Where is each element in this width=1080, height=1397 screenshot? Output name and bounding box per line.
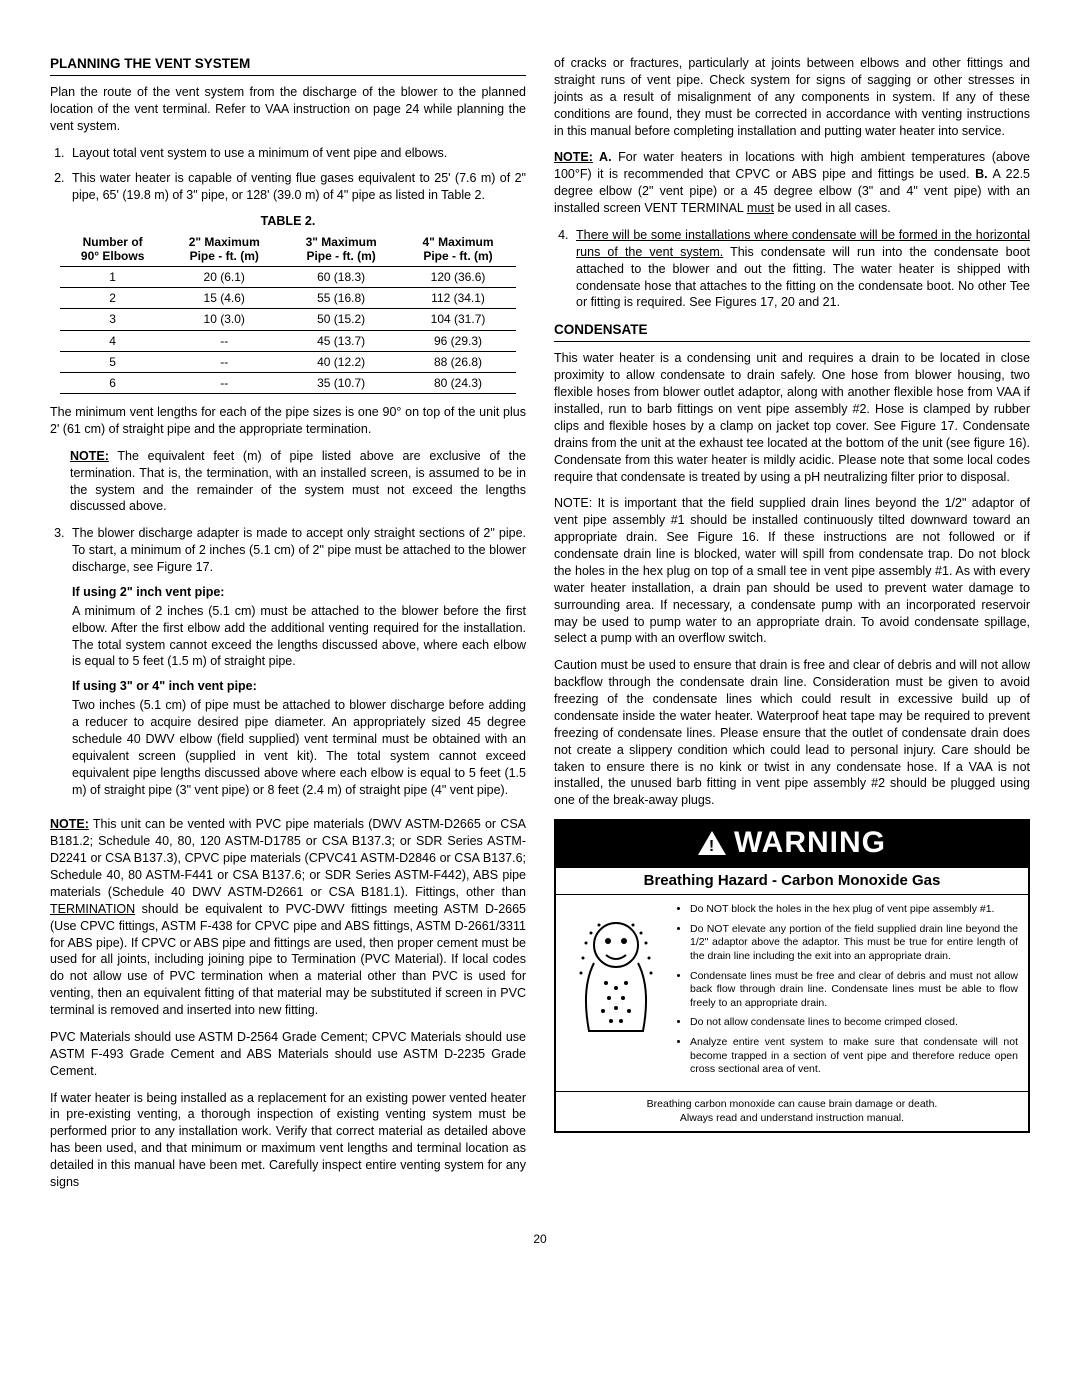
left-column: PLANNING THE VENT SYSTEM Plan the route … <box>50 55 526 1201</box>
paragraph: Caution must be used to ensure that drai… <box>554 657 1030 809</box>
table-row: 6--35 (10.7)80 (24.3) <box>60 372 517 393</box>
list-item: There will be some installations where c… <box>572 227 1030 311</box>
table-header: 2" MaximumPipe - ft. (m) <box>166 234 283 266</box>
warning-title: WARNING <box>734 823 886 864</box>
table-cell: -- <box>166 372 283 393</box>
table-cell: -- <box>166 351 283 372</box>
paragraph: This water heater is a condensing unit a… <box>554 350 1030 485</box>
table-cell: 6 <box>60 372 166 393</box>
table-cell: 88 (26.8) <box>400 351 517 372</box>
warning-triangle-icon <box>698 831 726 855</box>
table-row: 5--40 (12.2)88 (26.8) <box>60 351 517 372</box>
warning-subtitle: Breathing Hazard - Carbon Monoxide Gas <box>556 868 1028 895</box>
table-cell: 5 <box>60 351 166 372</box>
warning-box: WARNING Breathing Hazard - Carbon Monoxi… <box>554 819 1030 1133</box>
paragraph-continued: of cracks or fractures, particularly at … <box>554 55 1030 139</box>
table-cell: 55 (16.8) <box>283 288 400 309</box>
table-cell: 45 (13.7) <box>283 330 400 351</box>
warning-body: Do NOT block the holes in the hex plug o… <box>556 895 1028 1092</box>
breathing-hazard-icon <box>566 903 666 1083</box>
table-cell: 80 (24.3) <box>400 372 517 393</box>
section-heading-planning: PLANNING THE VENT SYSTEM <box>50 55 526 76</box>
table-cell: 1 <box>60 266 166 287</box>
planning-list-cont2: There will be some installations where c… <box>554 227 1030 311</box>
planning-list-cont: The blower discharge adapter is made to … <box>50 525 526 798</box>
note-materials: NOTE: This unit can be vented with PVC p… <box>50 816 526 1019</box>
page-columns: PLANNING THE VENT SYSTEM Plan the route … <box>50 55 1030 1201</box>
table-row: 215 (4.6)55 (16.8)112 (34.1) <box>60 288 517 309</box>
warning-bullet: Do not allow condensate lines to become … <box>690 1016 1018 1030</box>
note-label: NOTE: <box>70 449 109 463</box>
list-item: The blower discharge adapter is made to … <box>68 525 526 798</box>
warning-footer: Breathing carbon monoxide can cause brai… <box>556 1092 1028 1131</box>
page-number: 20 <box>50 1231 1030 1247</box>
warning-bullet: Do NOT block the holes in the hex plug o… <box>690 903 1018 917</box>
table-cell: 60 (18.3) <box>283 266 400 287</box>
paragraph: The minimum vent lengths for each of the… <box>50 404 526 438</box>
table-cell: 50 (15.2) <box>283 309 400 330</box>
note-ab: NOTE: A. For water heaters in locations … <box>554 149 1030 217</box>
subheading-34inch: If using 3" or 4" inch vent pipe: <box>72 678 526 695</box>
table-header: 3" MaximumPipe - ft. (m) <box>283 234 400 266</box>
table-cell: 112 (34.1) <box>400 288 517 309</box>
table-cell: 40 (12.2) <box>283 351 400 372</box>
table-cell: 20 (6.1) <box>166 266 283 287</box>
section-heading-condensate: CONDENSATE <box>554 321 1030 342</box>
table-cell: 35 (10.7) <box>283 372 400 393</box>
table-row: 4--45 (13.7)96 (29.3) <box>60 330 517 351</box>
right-column: of cracks or fractures, particularly at … <box>554 55 1030 1201</box>
subheading-2inch: If using 2" inch vent pipe: <box>72 584 526 601</box>
table-cell: 120 (36.6) <box>400 266 517 287</box>
table-caption: TABLE 2. <box>50 213 526 230</box>
table-cell: 104 (31.7) <box>400 309 517 330</box>
list-item: This water heater is capable of venting … <box>68 170 526 204</box>
table-cell: 15 (4.6) <box>166 288 283 309</box>
table-cell: 2 <box>60 288 166 309</box>
intro-paragraph: Plan the route of the vent system from t… <box>50 84 526 135</box>
paragraph: A minimum of 2 inches (5.1 cm) must be a… <box>72 603 526 671</box>
paragraph: Two inches (5.1 cm) of pipe must be atta… <box>72 697 526 798</box>
paragraph-replacement: If water heater is being installed as a … <box>50 1090 526 1191</box>
note-paragraph: NOTE: The equivalent feet (m) of pipe li… <box>70 448 526 516</box>
vent-table: Number of90° Elbows2" MaximumPipe - ft. … <box>60 234 517 394</box>
table-cell: 10 (3.0) <box>166 309 283 330</box>
table-row: 120 (6.1)60 (18.3)120 (36.6) <box>60 266 517 287</box>
table-cell: 3 <box>60 309 166 330</box>
warning-bullet-list: Do NOT block the holes in the hex plug o… <box>676 903 1018 1083</box>
warning-bullet: Condensate lines must be free and clear … <box>690 970 1018 1011</box>
warning-bullet: Analyze entire vent system to make sure … <box>690 1036 1018 1077</box>
warning-header: WARNING <box>556 821 1028 868</box>
table-cell: 4 <box>60 330 166 351</box>
table-row: 310 (3.0)50 (15.2)104 (31.7) <box>60 309 517 330</box>
paragraph: NOTE: It is important that the field sup… <box>554 495 1030 647</box>
planning-list: Layout total vent system to use a minimu… <box>50 145 526 204</box>
warning-bullet: Do NOT elevate any portion of the field … <box>690 923 1018 964</box>
table-header: Number of90° Elbows <box>60 234 166 266</box>
table-cell: 96 (29.3) <box>400 330 517 351</box>
table-cell: -- <box>166 330 283 351</box>
paragraph-cement: PVC Materials should use ASTM D-2564 Gra… <box>50 1029 526 1080</box>
list-item: Layout total vent system to use a minimu… <box>68 145 526 162</box>
table-header: 4" MaximumPipe - ft. (m) <box>400 234 517 266</box>
